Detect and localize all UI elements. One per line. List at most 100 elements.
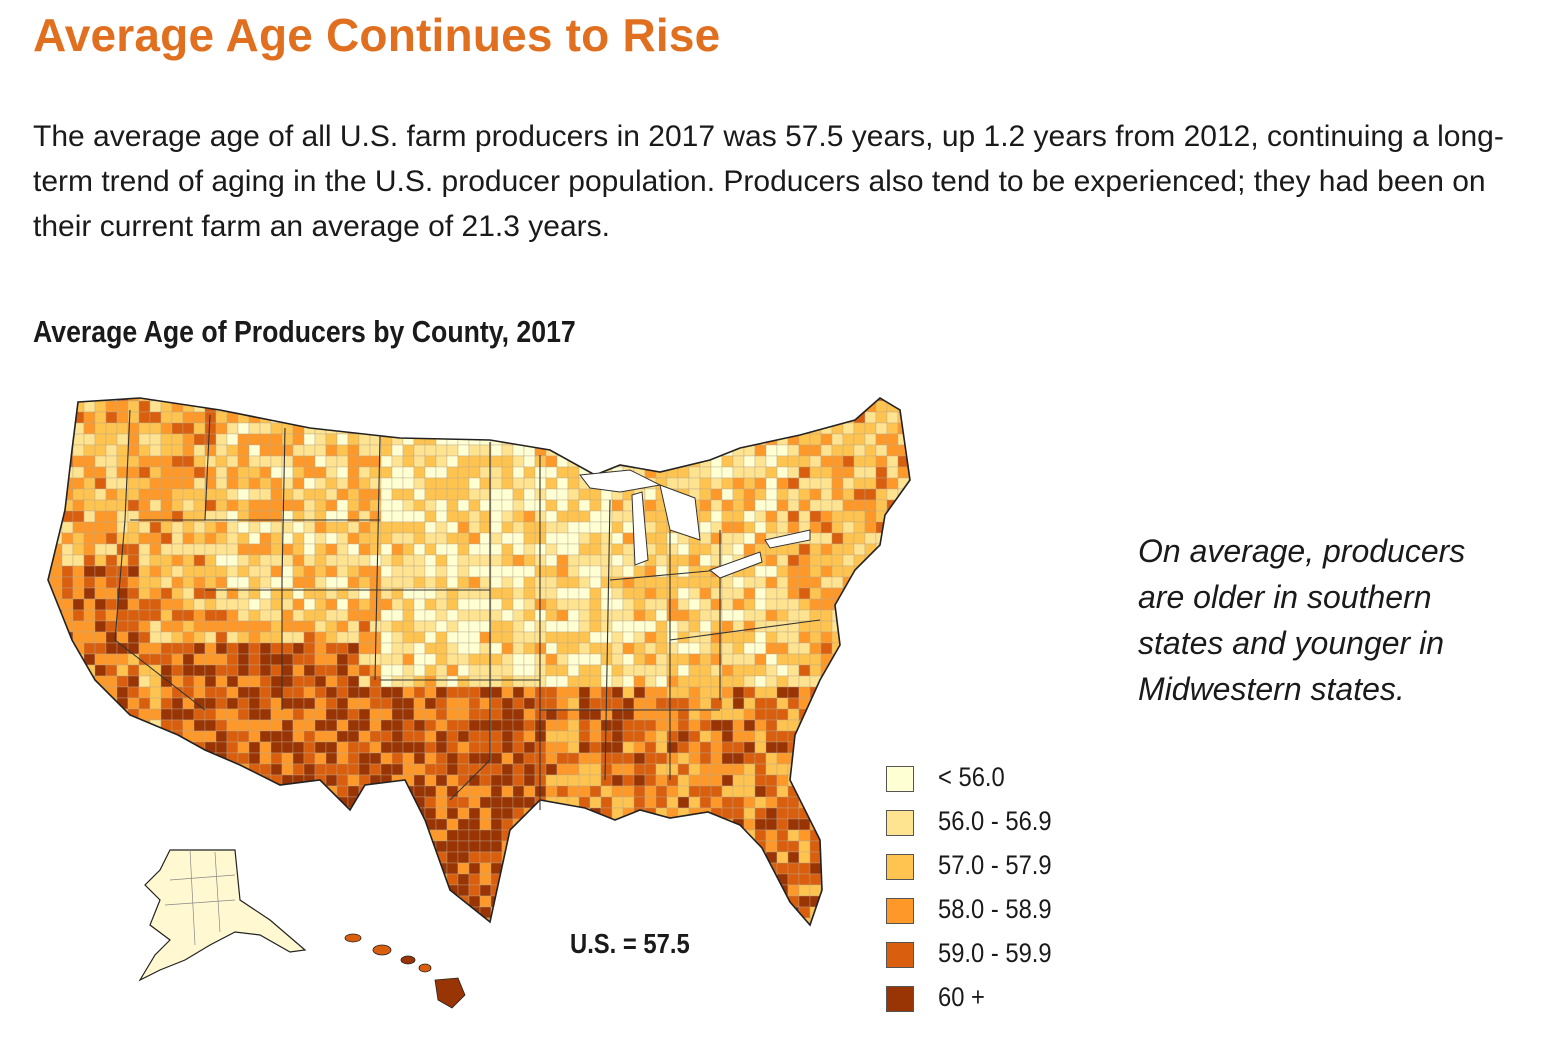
- county-cell: [72, 411, 85, 424]
- county-cell: [545, 455, 558, 468]
- county-cell: [72, 906, 85, 919]
- county-cell: [743, 763, 756, 776]
- county-cell: [270, 741, 283, 754]
- county-cell: [391, 884, 404, 897]
- county-cell: [446, 653, 459, 666]
- county-cell: [457, 444, 470, 457]
- county-cell: [501, 455, 514, 468]
- county-cell: [622, 411, 635, 424]
- county-cell: [886, 653, 899, 666]
- county-cell: [468, 620, 481, 633]
- county-cell: [292, 686, 305, 699]
- county-cell: [424, 807, 437, 820]
- county-cell: [545, 587, 558, 600]
- county-cell: [853, 741, 866, 754]
- county-cell: [105, 455, 118, 468]
- county-cell: [94, 862, 107, 875]
- county-cell: [469, 929, 480, 940]
- county-cell: [61, 884, 74, 897]
- county-cell: [743, 719, 756, 732]
- county-cell: [556, 752, 569, 765]
- county-cell: [644, 763, 657, 776]
- county-cell: [72, 807, 85, 820]
- county-cell: [72, 576, 85, 589]
- county-cell: [809, 565, 822, 578]
- county-cell: [149, 675, 162, 688]
- county-cell: [270, 730, 283, 743]
- county-cell: [732, 609, 745, 622]
- county-cell: [105, 906, 118, 919]
- county-cell: [732, 532, 745, 545]
- county-cell: [413, 741, 426, 754]
- county-cell: [853, 444, 866, 457]
- county-cell: [105, 543, 118, 556]
- county-cell: [732, 752, 745, 765]
- county-cell: [809, 862, 822, 875]
- county-cell: [182, 554, 195, 567]
- county-cell: [633, 653, 646, 666]
- county-cell: [853, 488, 866, 501]
- county-cell: [160, 598, 173, 611]
- county-cell: [347, 433, 360, 446]
- county-cell: [809, 398, 822, 402]
- county-cell: [292, 499, 305, 512]
- county-cell: [446, 818, 459, 831]
- county-cell: [732, 576, 745, 589]
- county-cell: [743, 686, 756, 699]
- county-cell: [622, 598, 635, 611]
- county-cell: [391, 477, 404, 490]
- county-cell: [226, 576, 239, 589]
- county-cell: [358, 477, 371, 490]
- county-cell: [105, 532, 118, 545]
- county-cell: [446, 675, 459, 688]
- county-cell: [875, 631, 888, 644]
- county-cell: [193, 455, 206, 468]
- county-cell: [380, 521, 393, 534]
- county-cell: [248, 840, 261, 853]
- county-cell: [182, 422, 195, 435]
- county-cell: [336, 895, 349, 908]
- county-cell: [127, 906, 140, 919]
- county-cell: [600, 741, 613, 754]
- county-cell: [820, 873, 833, 886]
- county-cell: [633, 840, 646, 853]
- county-cell: [61, 708, 74, 721]
- county-cell: [567, 598, 580, 611]
- county-cell: [809, 730, 822, 743]
- county-cell: [424, 686, 437, 699]
- county-cell: [270, 609, 283, 622]
- county-cell: [369, 543, 382, 556]
- county-cell: [138, 785, 151, 798]
- county-cell: [336, 499, 349, 512]
- county-cell: [809, 719, 822, 732]
- county-cell: [754, 510, 767, 523]
- county-cell: [886, 719, 899, 732]
- county-cell: [270, 400, 283, 413]
- county-cell: [765, 730, 778, 743]
- county-cell: [633, 796, 646, 809]
- county-cell: [699, 510, 712, 523]
- county-cell: [655, 422, 668, 435]
- county-cell: [446, 565, 459, 578]
- county-cell: [721, 609, 734, 622]
- county-cell: [677, 411, 690, 424]
- county-cell: [490, 642, 503, 655]
- county-cell: [358, 730, 371, 743]
- county-cell: [226, 796, 239, 809]
- county-cell: [754, 829, 767, 842]
- county-cell: [787, 455, 800, 468]
- county-cell: [358, 433, 371, 446]
- county-cell: [314, 642, 327, 655]
- county-cell: [853, 873, 866, 886]
- county-cell: [622, 719, 635, 732]
- county-cell: [908, 642, 910, 655]
- county-cell: [347, 708, 360, 721]
- county-cell: [72, 554, 85, 567]
- county-cell: [820, 906, 833, 919]
- county-cell: [61, 873, 74, 886]
- county-cell: [655, 741, 668, 754]
- county-cell: [325, 400, 338, 413]
- county-cell: [413, 917, 426, 925]
- county-cell: [479, 873, 492, 886]
- county-cell: [523, 598, 536, 611]
